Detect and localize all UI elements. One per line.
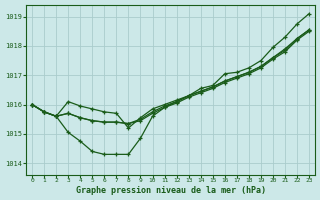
X-axis label: Graphe pression niveau de la mer (hPa): Graphe pression niveau de la mer (hPa) — [76, 186, 266, 195]
